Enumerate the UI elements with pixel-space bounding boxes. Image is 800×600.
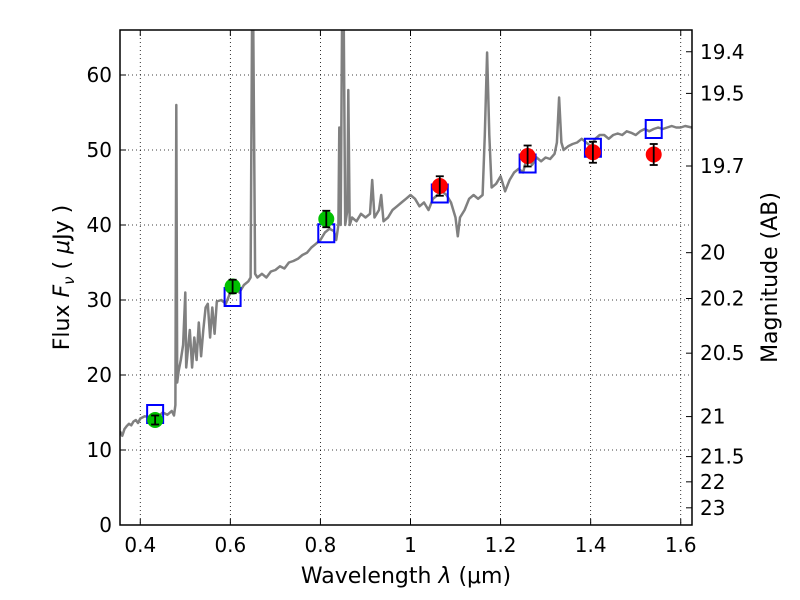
x-tick-label: 0.6 bbox=[214, 533, 246, 557]
x-tick-label: 1.2 bbox=[485, 533, 517, 557]
model-photometry-square bbox=[644, 119, 663, 139]
magnitude-tick-label: 20.5 bbox=[700, 341, 745, 365]
magnitude-tick-label: 20 bbox=[700, 241, 725, 265]
magnitude-tick-label: 20.2 bbox=[700, 286, 745, 310]
magnitude-tick-label: 19.7 bbox=[700, 154, 745, 178]
x-tick-label: 0.8 bbox=[305, 533, 337, 557]
x-tick-label: 0.4 bbox=[124, 533, 156, 557]
spectrum-line bbox=[120, 30, 692, 438]
magnitude-tick-label: 23 bbox=[700, 496, 725, 520]
y-tick-label: 30 bbox=[87, 288, 112, 312]
x-tick-label: 1.6 bbox=[665, 533, 697, 557]
magnitude-tick-label: 21 bbox=[700, 405, 725, 429]
magnitude-tick-label: 19.4 bbox=[700, 40, 745, 64]
x-axis-title: Wavelength λ (μm) bbox=[301, 564, 511, 589]
axis-ticks: 0.4 0.6 0.8 1 1.2 1.4 1.6 0 10 20 30 40 50 60 19.4 19.5… bbox=[87, 30, 745, 557]
plot-frame bbox=[119, 29, 693, 526]
spectrum-layer bbox=[120, 30, 692, 438]
grid bbox=[120, 30, 692, 526]
magnitude-tick-label: 21.5 bbox=[700, 445, 745, 469]
x-tick-label: 1.4 bbox=[575, 533, 607, 557]
y-tick-label: 60 bbox=[87, 63, 112, 87]
x-tick-label: 1 bbox=[404, 533, 417, 557]
y-tick-label: 40 bbox=[87, 213, 112, 237]
y-tick-label: 0 bbox=[99, 513, 112, 537]
y-axis-title: Flux Fν ( μJy ) bbox=[50, 205, 78, 350]
y-tick-label: 10 bbox=[87, 438, 112, 462]
y-tick-label: 20 bbox=[87, 363, 112, 387]
data-points bbox=[146, 119, 663, 428]
y-tick-label: 50 bbox=[87, 138, 112, 162]
magnitude-tick-label: 22 bbox=[700, 470, 725, 494]
magnitude-axis-title: Magnitude (AB) bbox=[758, 192, 783, 363]
magnitude-tick-label: 19.5 bbox=[700, 81, 745, 105]
